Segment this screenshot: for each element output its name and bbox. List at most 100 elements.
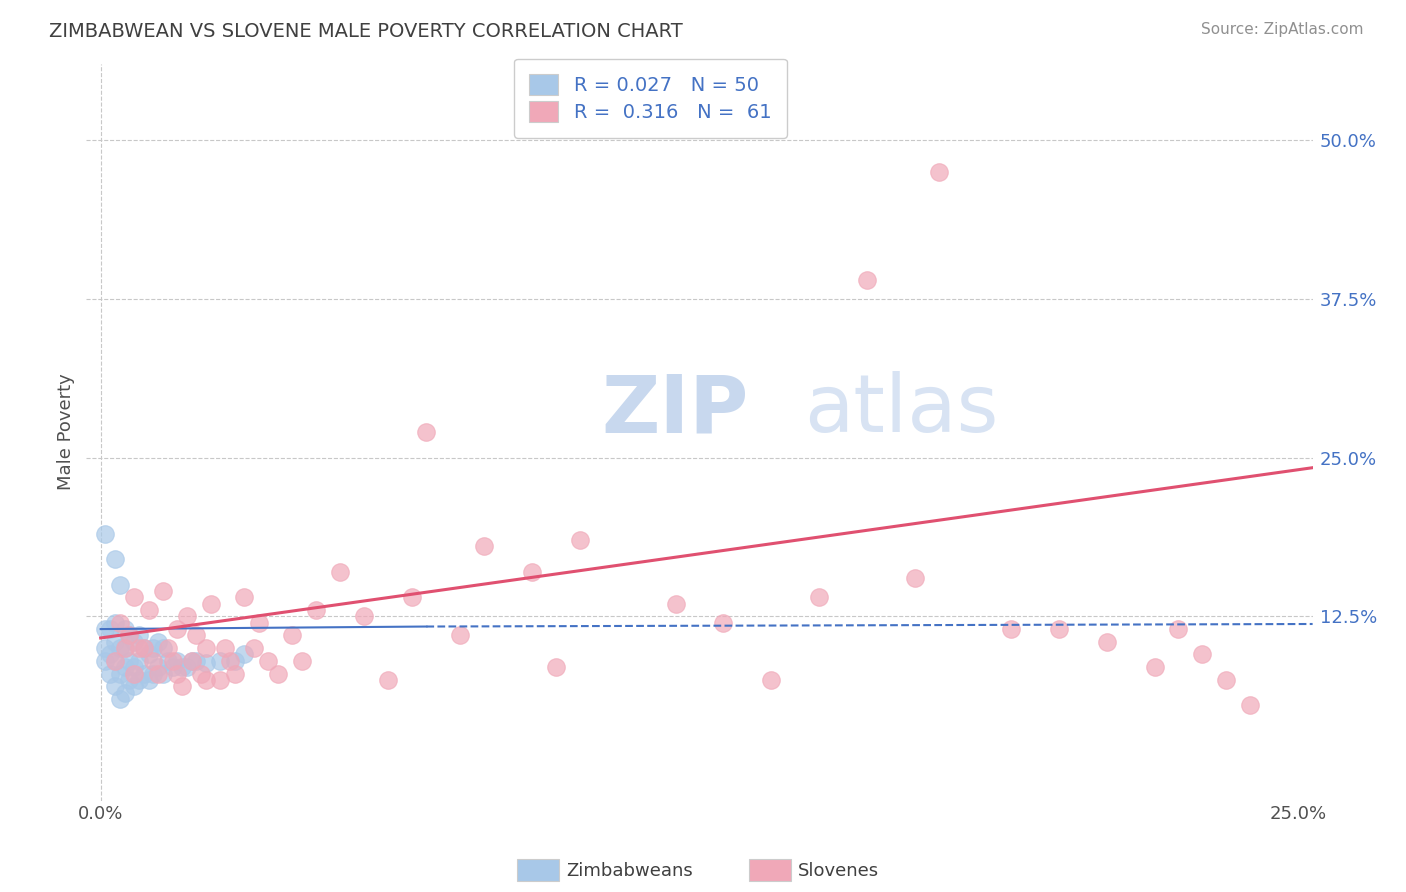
Point <box>568 533 591 548</box>
Point <box>94 622 117 636</box>
Point <box>1167 622 1189 636</box>
Point <box>1000 622 1022 636</box>
Point <box>162 654 184 668</box>
Point <box>353 609 375 624</box>
Point <box>233 591 256 605</box>
Point <box>142 666 165 681</box>
Point <box>132 666 155 681</box>
Point <box>132 641 155 656</box>
Point <box>118 654 141 668</box>
Point <box>209 673 232 687</box>
Point <box>162 660 184 674</box>
Point <box>146 666 169 681</box>
Point <box>132 641 155 656</box>
Point <box>94 654 117 668</box>
Point <box>118 673 141 687</box>
Point <box>118 628 141 642</box>
Point <box>281 628 304 642</box>
Text: ZIMBABWEAN VS SLOVENE MALE POVERTY CORRELATION CHART: ZIMBABWEAN VS SLOVENE MALE POVERTY CORRE… <box>49 22 683 41</box>
Point <box>108 615 131 630</box>
Point <box>195 673 218 687</box>
Point <box>114 622 136 636</box>
Point <box>186 654 208 668</box>
Point <box>104 679 127 693</box>
Point <box>166 666 188 681</box>
Point <box>928 164 950 178</box>
Point <box>152 666 174 681</box>
Point <box>219 654 242 668</box>
Point <box>166 654 188 668</box>
Point <box>1143 660 1166 674</box>
Point <box>401 591 423 605</box>
Point <box>128 654 150 668</box>
Point <box>94 526 117 541</box>
Point <box>377 673 399 687</box>
Point <box>94 641 117 656</box>
Point <box>138 603 160 617</box>
Point <box>176 609 198 624</box>
Point <box>1215 673 1237 687</box>
Point <box>122 591 145 605</box>
Point <box>761 673 783 687</box>
Point <box>108 641 131 656</box>
Point <box>233 648 256 662</box>
Point <box>224 666 246 681</box>
Point <box>224 654 246 668</box>
Point <box>172 679 194 693</box>
Point <box>108 666 131 681</box>
Point <box>104 654 127 668</box>
Point <box>138 648 160 662</box>
Point <box>98 666 121 681</box>
Point <box>122 666 145 681</box>
Point <box>257 654 280 668</box>
Point <box>808 591 831 605</box>
Point <box>128 628 150 642</box>
Point <box>544 660 567 674</box>
Point <box>186 628 208 642</box>
Point <box>104 552 127 566</box>
Point <box>98 648 121 662</box>
Point <box>138 673 160 687</box>
Point <box>449 628 471 642</box>
Point <box>118 628 141 642</box>
Point <box>472 540 495 554</box>
Point <box>415 425 437 439</box>
Point <box>1191 648 1213 662</box>
Point <box>128 673 150 687</box>
Point <box>520 565 543 579</box>
Point <box>114 641 136 656</box>
Text: atlas: atlas <box>804 371 998 449</box>
Point <box>247 615 270 630</box>
Point <box>305 603 328 617</box>
Point <box>190 666 212 681</box>
Point <box>166 622 188 636</box>
Point <box>128 641 150 656</box>
Point <box>200 597 222 611</box>
Point <box>156 654 179 668</box>
Point <box>329 565 352 579</box>
Point <box>146 660 169 674</box>
Point <box>291 654 314 668</box>
Point <box>114 641 136 656</box>
Point <box>172 660 194 674</box>
Point <box>243 641 266 656</box>
Y-axis label: Male Poverty: Male Poverty <box>58 374 75 491</box>
Point <box>209 654 232 668</box>
Point <box>180 654 202 668</box>
Point <box>122 660 145 674</box>
Point <box>195 657 218 671</box>
Point <box>1047 622 1070 636</box>
Point <box>104 615 127 630</box>
Point <box>904 571 927 585</box>
Text: Source: ZipAtlas.com: Source: ZipAtlas.com <box>1201 22 1364 37</box>
Point <box>152 641 174 656</box>
Point <box>142 654 165 668</box>
Point <box>98 622 121 636</box>
Point <box>1095 634 1118 648</box>
Point <box>142 641 165 656</box>
Point <box>122 634 145 648</box>
Point <box>104 634 127 648</box>
Text: Zimbabweans: Zimbabweans <box>565 862 693 880</box>
Point <box>214 641 236 656</box>
Text: Slovenes: Slovenes <box>797 862 879 880</box>
